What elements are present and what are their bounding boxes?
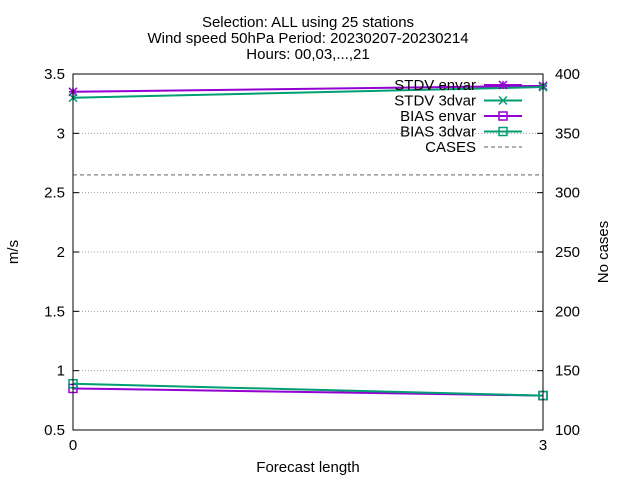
y-tick-label: 1.5 [44, 303, 65, 320]
series-line-1 [72, 84, 544, 93]
series-line-4 [72, 382, 544, 397]
title-line-1: Selection: ALL using 25 stations [202, 14, 414, 31]
legend-label: BIAS 3dvar [400, 124, 476, 141]
y2-tick-label: 350 [555, 125, 580, 142]
legend-marker [498, 95, 508, 106]
y-tick-label: 3 [57, 125, 65, 142]
y-tick-label: 2.5 [44, 185, 65, 202]
legend-label: BIAS envar [400, 108, 476, 125]
y2-tick-label: 150 [555, 363, 580, 380]
x-tick-label: 3 [539, 437, 547, 454]
y2-tick-label: 300 [555, 185, 580, 202]
y2-tick-label: 200 [555, 303, 580, 320]
legend-marker [498, 111, 508, 121]
title-line-3: Hours: 00,03,...,21 [246, 46, 369, 63]
y-tick-label: 0.5 [44, 422, 65, 439]
y2-tick-label: 250 [555, 244, 580, 261]
y-tick-label: 1 [57, 363, 65, 380]
y-axis-label: m/s [5, 240, 22, 264]
legend-label: STDV 3dvar [394, 93, 476, 110]
y2-tick-label: 400 [555, 66, 580, 83]
x-tick-label: 0 [69, 437, 77, 454]
axis-ticks: 0.5 1 1.5 2 2.5 3 3.5 100 150 200 250 300 350 400 0 3 [44, 66, 580, 454]
legend-marker [498, 126, 508, 137]
y2-axis-label: No cases [595, 221, 612, 284]
x-axis-label: Forecast length [256, 459, 359, 476]
grid-lines [73, 132, 543, 372]
legend-label: CASES [425, 139, 476, 156]
legend-marker [498, 80, 508, 90]
title-line-2: Wind speed 50hPa Period: 20230207-202302… [147, 30, 468, 47]
legend-label: STDV envar [394, 77, 476, 94]
y-tick-label: 2 [57, 244, 65, 261]
y-tick-label: 3.5 [44, 66, 65, 83]
y2-tick-label: 100 [555, 422, 580, 439]
series-line-2 [72, 86, 544, 99]
